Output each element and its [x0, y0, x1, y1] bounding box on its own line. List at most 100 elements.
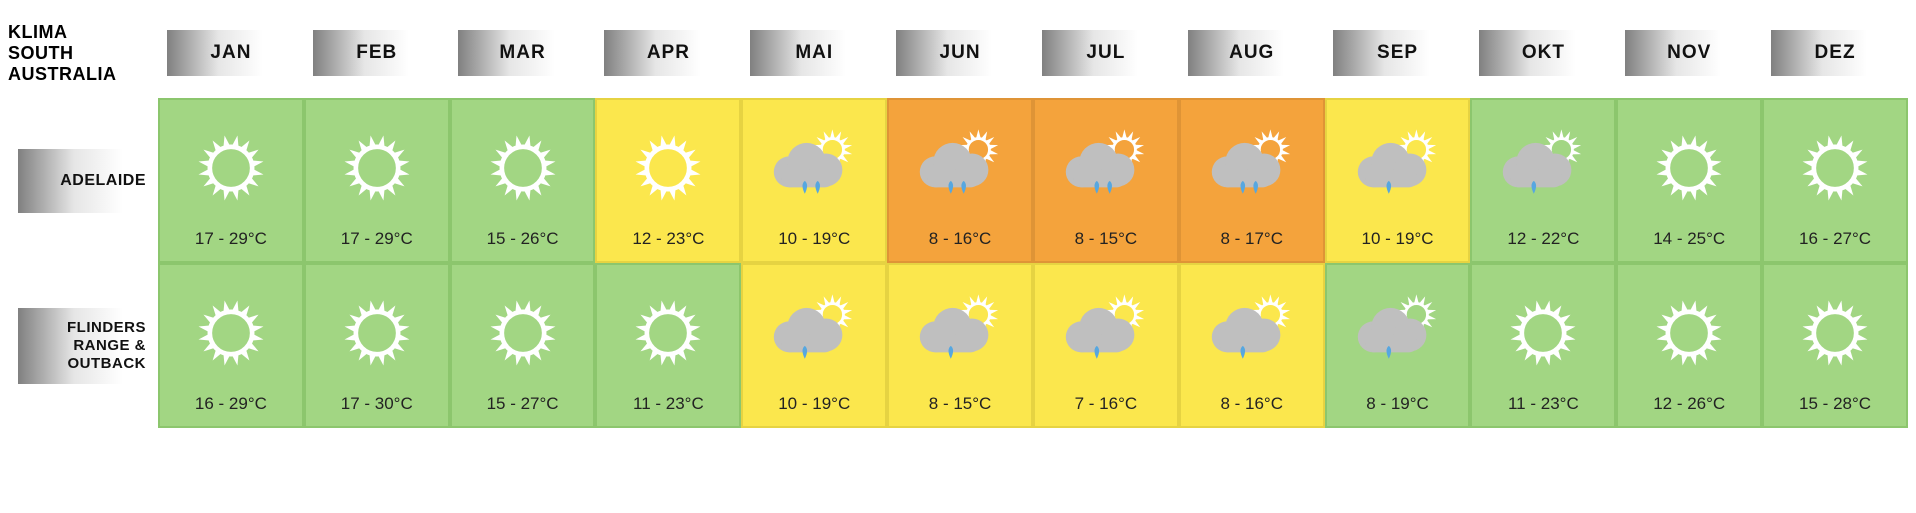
- climate-tile: 10 - 19°C: [741, 263, 887, 428]
- weather-icon: [889, 271, 1031, 394]
- climate-tile: 8 - 15°C: [887, 263, 1033, 428]
- temperature-range: 16 - 29°C: [195, 394, 267, 426]
- temperature-range: 12 - 23°C: [632, 229, 704, 261]
- climate-tile: 14 - 25°C: [1616, 98, 1762, 263]
- month-header: FEB: [304, 8, 450, 98]
- temperature-range: 15 - 26°C: [487, 229, 559, 261]
- weather-icon: [452, 106, 594, 229]
- temperature-range: 12 - 22°C: [1507, 229, 1579, 261]
- weather-icon: [597, 106, 739, 229]
- weather-icon: [1764, 106, 1906, 229]
- temperature-range: 8 - 17°C: [1220, 229, 1283, 261]
- weather-icon: [1472, 271, 1614, 394]
- climate-table: KLIMA SOUTH AUSTRALIA JANFEBMAR APR MAIJUN…: [8, 8, 1908, 428]
- temperature-range: 10 - 19°C: [778, 229, 850, 261]
- weather-icon: [889, 106, 1031, 229]
- month-header: AUG: [1179, 8, 1325, 98]
- climate-tile: 8 - 19°C: [1325, 263, 1471, 428]
- climate-cell: 8 - 16°C: [887, 98, 1033, 263]
- weather-icon: [1181, 106, 1323, 229]
- weather-icon: [452, 271, 594, 394]
- temperature-range: 8 - 19°C: [1366, 394, 1429, 426]
- table-body: ADELAIDE 17 - 29°C 17 - 29°C 15 - 26°C 1…: [8, 98, 1908, 428]
- weather-icon: [1618, 106, 1760, 229]
- month-label: MAR: [458, 30, 586, 76]
- temperature-range: 17 - 29°C: [195, 229, 267, 261]
- climate-tile: 15 - 26°C: [450, 98, 596, 263]
- month-header: DEZ: [1762, 8, 1908, 98]
- climate-cell: 16 - 29°C: [158, 263, 304, 428]
- climate-cell: 8 - 17°C: [1179, 98, 1325, 263]
- month-header: MAI: [741, 8, 887, 98]
- month-header: SEP: [1325, 8, 1471, 98]
- climate-cell: 8 - 19°C: [1325, 263, 1471, 428]
- month-label: MAI: [750, 30, 878, 76]
- climate-cell: 7 - 16°C: [1033, 263, 1179, 428]
- weather-icon: [160, 271, 302, 394]
- climate-cell: 15 - 26°C: [450, 98, 596, 263]
- table-title: KLIMA SOUTH AUSTRALIA: [8, 8, 158, 98]
- temperature-range: 16 - 27°C: [1799, 229, 1871, 261]
- climate-cell: 12 - 22°C: [1470, 98, 1616, 263]
- weather-icon: [1618, 271, 1760, 394]
- climate-cell: 15 - 27°C: [450, 263, 596, 428]
- weather-icon: [1472, 106, 1614, 229]
- climate-cell: 16 - 27°C: [1762, 98, 1908, 263]
- climate-tile: 8 - 16°C: [887, 98, 1033, 263]
- climate-tile: 12 - 23°C: [595, 98, 741, 263]
- climate-tile: 16 - 29°C: [158, 263, 304, 428]
- climate-tile: 17 - 29°C: [304, 98, 450, 263]
- climate-cell: 17 - 29°C: [304, 98, 450, 263]
- climate-cell: 8 - 15°C: [887, 263, 1033, 428]
- header-row: KLIMA SOUTH AUSTRALIA JANFEBMAR APR MAIJUN…: [8, 8, 1908, 98]
- weather-icon: [597, 271, 739, 394]
- region-label: ADELAIDE: [18, 149, 158, 213]
- climate-tile: 11 - 23°C: [595, 263, 741, 428]
- month-label: APR: [604, 30, 732, 76]
- month-header: JUN: [887, 8, 1033, 98]
- month-header: APR: [595, 8, 741, 98]
- month-header: NOV: [1616, 8, 1762, 98]
- climate-cell: 10 - 19°C: [741, 263, 887, 428]
- region-label-cell: ADELAIDE: [8, 98, 158, 263]
- month-label: OKT: [1479, 30, 1607, 76]
- climate-cell: 11 - 23°C: [595, 263, 741, 428]
- climate-tile: 17 - 29°C: [158, 98, 304, 263]
- climate-cell: 11 - 23°C: [1470, 263, 1616, 428]
- month-label: JUL: [1042, 30, 1170, 76]
- climate-tile: 10 - 19°C: [1325, 98, 1471, 263]
- month-header: MAR: [450, 8, 596, 98]
- title-line: SOUTH: [8, 43, 158, 64]
- weather-icon: [1035, 106, 1177, 229]
- temperature-range: 7 - 16°C: [1075, 394, 1138, 426]
- weather-icon: [306, 271, 448, 394]
- temperature-range: 14 - 25°C: [1653, 229, 1725, 261]
- month-header: JUL: [1033, 8, 1179, 98]
- temperature-range: 11 - 23°C: [1508, 394, 1579, 426]
- temperature-range: 11 - 23°C: [633, 394, 704, 426]
- temperature-range: 10 - 19°C: [1362, 229, 1434, 261]
- climate-tile: 11 - 23°C: [1470, 263, 1616, 428]
- weather-icon: [1764, 271, 1906, 394]
- temperature-range: 8 - 16°C: [1220, 394, 1283, 426]
- climate-cell: 17 - 29°C: [158, 98, 304, 263]
- region-row: ADELAIDE 17 - 29°C 17 - 29°C 15 - 26°C 1…: [8, 98, 1908, 263]
- weather-icon: [1035, 271, 1177, 394]
- region-label: FLINDERS RANGE & OUTBACK: [18, 308, 158, 384]
- climate-cell: 10 - 19°C: [741, 98, 887, 263]
- temperature-range: 12 - 26°C: [1653, 394, 1725, 426]
- temperature-range: 15 - 27°C: [487, 394, 559, 426]
- climate-tile: 10 - 19°C: [741, 98, 887, 263]
- weather-icon: [306, 106, 448, 229]
- climate-tile: 8 - 17°C: [1179, 98, 1325, 263]
- climate-tile: 8 - 15°C: [1033, 98, 1179, 263]
- region-label-cell: FLINDERS RANGE & OUTBACK: [8, 263, 158, 428]
- climate-tile: 12 - 26°C: [1616, 263, 1762, 428]
- month-label: NOV: [1625, 30, 1753, 76]
- climate-tile: 7 - 16°C: [1033, 263, 1179, 428]
- climate-cell: 10 - 19°C: [1325, 98, 1471, 263]
- title-line: KLIMA: [8, 22, 158, 43]
- month-header: JAN: [158, 8, 304, 98]
- climate-tile: 8 - 16°C: [1179, 263, 1325, 428]
- temperature-range: 8 - 15°C: [1075, 229, 1138, 261]
